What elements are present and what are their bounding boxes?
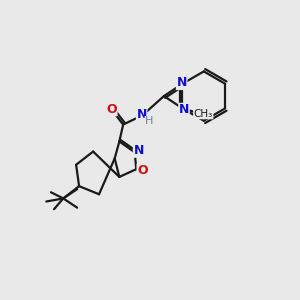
Text: N: N [176, 76, 187, 89]
Text: N: N [134, 144, 144, 157]
Text: N: N [179, 103, 189, 116]
Text: O: O [106, 103, 117, 116]
Text: O: O [137, 164, 148, 177]
Text: CH₃: CH₃ [194, 109, 213, 119]
Text: N: N [136, 108, 147, 121]
Text: H: H [145, 116, 154, 127]
